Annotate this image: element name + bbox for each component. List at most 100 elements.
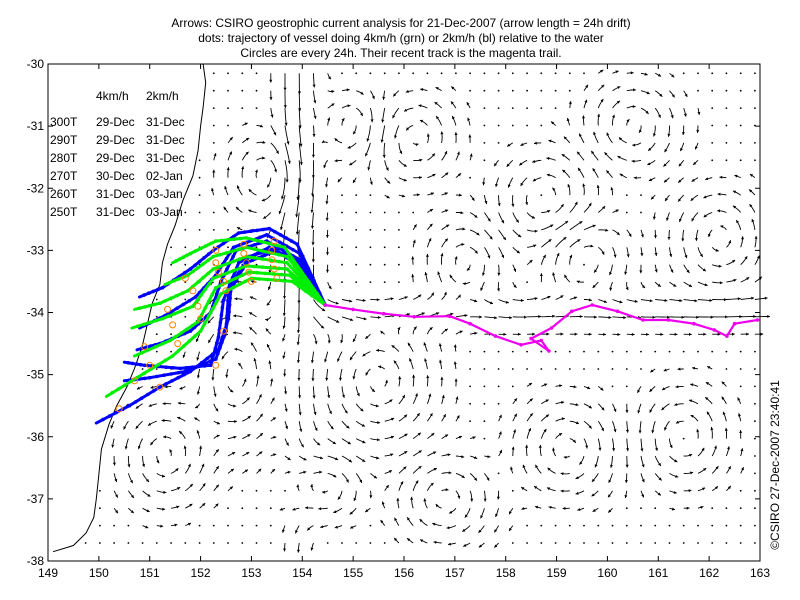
arrow-head <box>564 221 569 224</box>
arrow-head <box>328 76 331 80</box>
current-arrow <box>739 489 742 492</box>
arrow-head <box>345 479 349 483</box>
arrow-head <box>677 367 681 371</box>
current-arrow <box>284 489 286 492</box>
arrow-head <box>655 447 658 451</box>
fast-track-dot <box>190 323 195 328</box>
arrow-head <box>283 296 287 299</box>
daily-circle <box>220 327 227 335</box>
current-arrow <box>155 315 158 318</box>
current-arrow <box>355 72 358 75</box>
arrow-head <box>161 418 165 422</box>
current-arrow <box>469 89 471 92</box>
current-arrow <box>241 524 244 527</box>
recent-track-dot <box>519 343 523 347</box>
slow-track-dot <box>142 293 146 297</box>
current-arrow <box>526 542 528 544</box>
arrow-head <box>426 133 430 137</box>
current-arrow <box>754 402 756 405</box>
arrow-head <box>334 525 338 529</box>
recent-track-dot <box>539 338 544 343</box>
arrow-head <box>529 398 533 402</box>
recent-track-dot <box>323 303 328 307</box>
fast-track-dot <box>142 371 146 376</box>
arrow-head <box>310 360 314 364</box>
fast-track-dot <box>110 390 115 395</box>
fast-track-dot <box>231 249 235 253</box>
arrow-head <box>208 339 211 343</box>
arrow-head <box>285 442 289 446</box>
arrow-head <box>310 225 314 229</box>
arrow-head <box>413 224 417 228</box>
arrow-head <box>213 153 217 157</box>
arrow-head <box>601 407 605 411</box>
arrow-head <box>411 274 415 278</box>
arrow-head <box>407 538 411 542</box>
arrow-head <box>123 426 127 430</box>
arrow-head <box>365 335 369 339</box>
arrow-head <box>654 252 658 256</box>
arrow-head <box>548 506 552 509</box>
arrow-head <box>419 158 423 162</box>
slow-track-dot <box>152 389 156 393</box>
arrow-head <box>380 139 384 143</box>
fast-track-dot <box>315 291 319 296</box>
current-arrow <box>426 72 429 75</box>
current-arrow <box>640 211 642 214</box>
arrow-head <box>639 270 643 274</box>
arrow-head <box>455 396 459 400</box>
current-arrow <box>227 246 229 249</box>
arrow-head <box>413 326 417 330</box>
arrow-head <box>287 160 291 164</box>
arrow-head <box>543 429 547 433</box>
arrow-head <box>434 102 438 105</box>
current-arrow <box>383 281 386 283</box>
arrow-head <box>561 417 565 421</box>
arrow-head <box>534 486 538 489</box>
fast-track-dot <box>231 285 235 290</box>
current-arrow <box>398 211 400 214</box>
arrow-head <box>602 206 606 210</box>
arrow-head <box>579 221 583 225</box>
slow-track-dot <box>214 357 218 361</box>
arrow-head <box>542 254 546 259</box>
arrow-head <box>314 341 318 345</box>
slow-track-dot <box>197 259 202 264</box>
fast-track-dot <box>163 358 168 363</box>
arrow-head <box>146 509 150 513</box>
arrow-head <box>551 447 555 451</box>
arrow-head <box>195 338 199 342</box>
current-arrow <box>568 368 571 370</box>
arrow-head <box>417 432 421 436</box>
arrow-head <box>404 108 408 112</box>
arrow-head <box>474 456 478 459</box>
slow-track-dot <box>193 295 198 299</box>
fast-track-dot <box>265 277 270 282</box>
fast-track-dot <box>290 257 295 261</box>
arrow-head <box>406 127 410 131</box>
arrow-head <box>563 456 567 459</box>
arrow-head <box>454 132 458 136</box>
arrow-head <box>246 397 250 401</box>
arrow-head <box>283 373 287 377</box>
arrow-head <box>686 506 690 510</box>
current-arrow <box>725 107 728 109</box>
arrow-head <box>501 220 504 224</box>
arrow-head <box>189 503 193 507</box>
current-arrow <box>526 350 528 353</box>
arrow-head <box>546 487 551 491</box>
arrow-head <box>150 385 154 389</box>
arrow-head <box>588 425 592 429</box>
current-arrow <box>711 542 714 544</box>
fast-track-dot <box>231 259 235 264</box>
arrow-head <box>503 236 506 240</box>
arrow-head <box>458 193 462 197</box>
current-arrow <box>511 385 514 388</box>
arrow-head <box>441 395 445 399</box>
arrow-head <box>594 269 597 273</box>
current-arrow <box>227 89 229 92</box>
table-slow-250t: 03-Jan <box>146 205 183 219</box>
arrow-head <box>556 253 560 257</box>
current-arrow <box>754 385 756 388</box>
fast-track-dot <box>232 237 236 241</box>
